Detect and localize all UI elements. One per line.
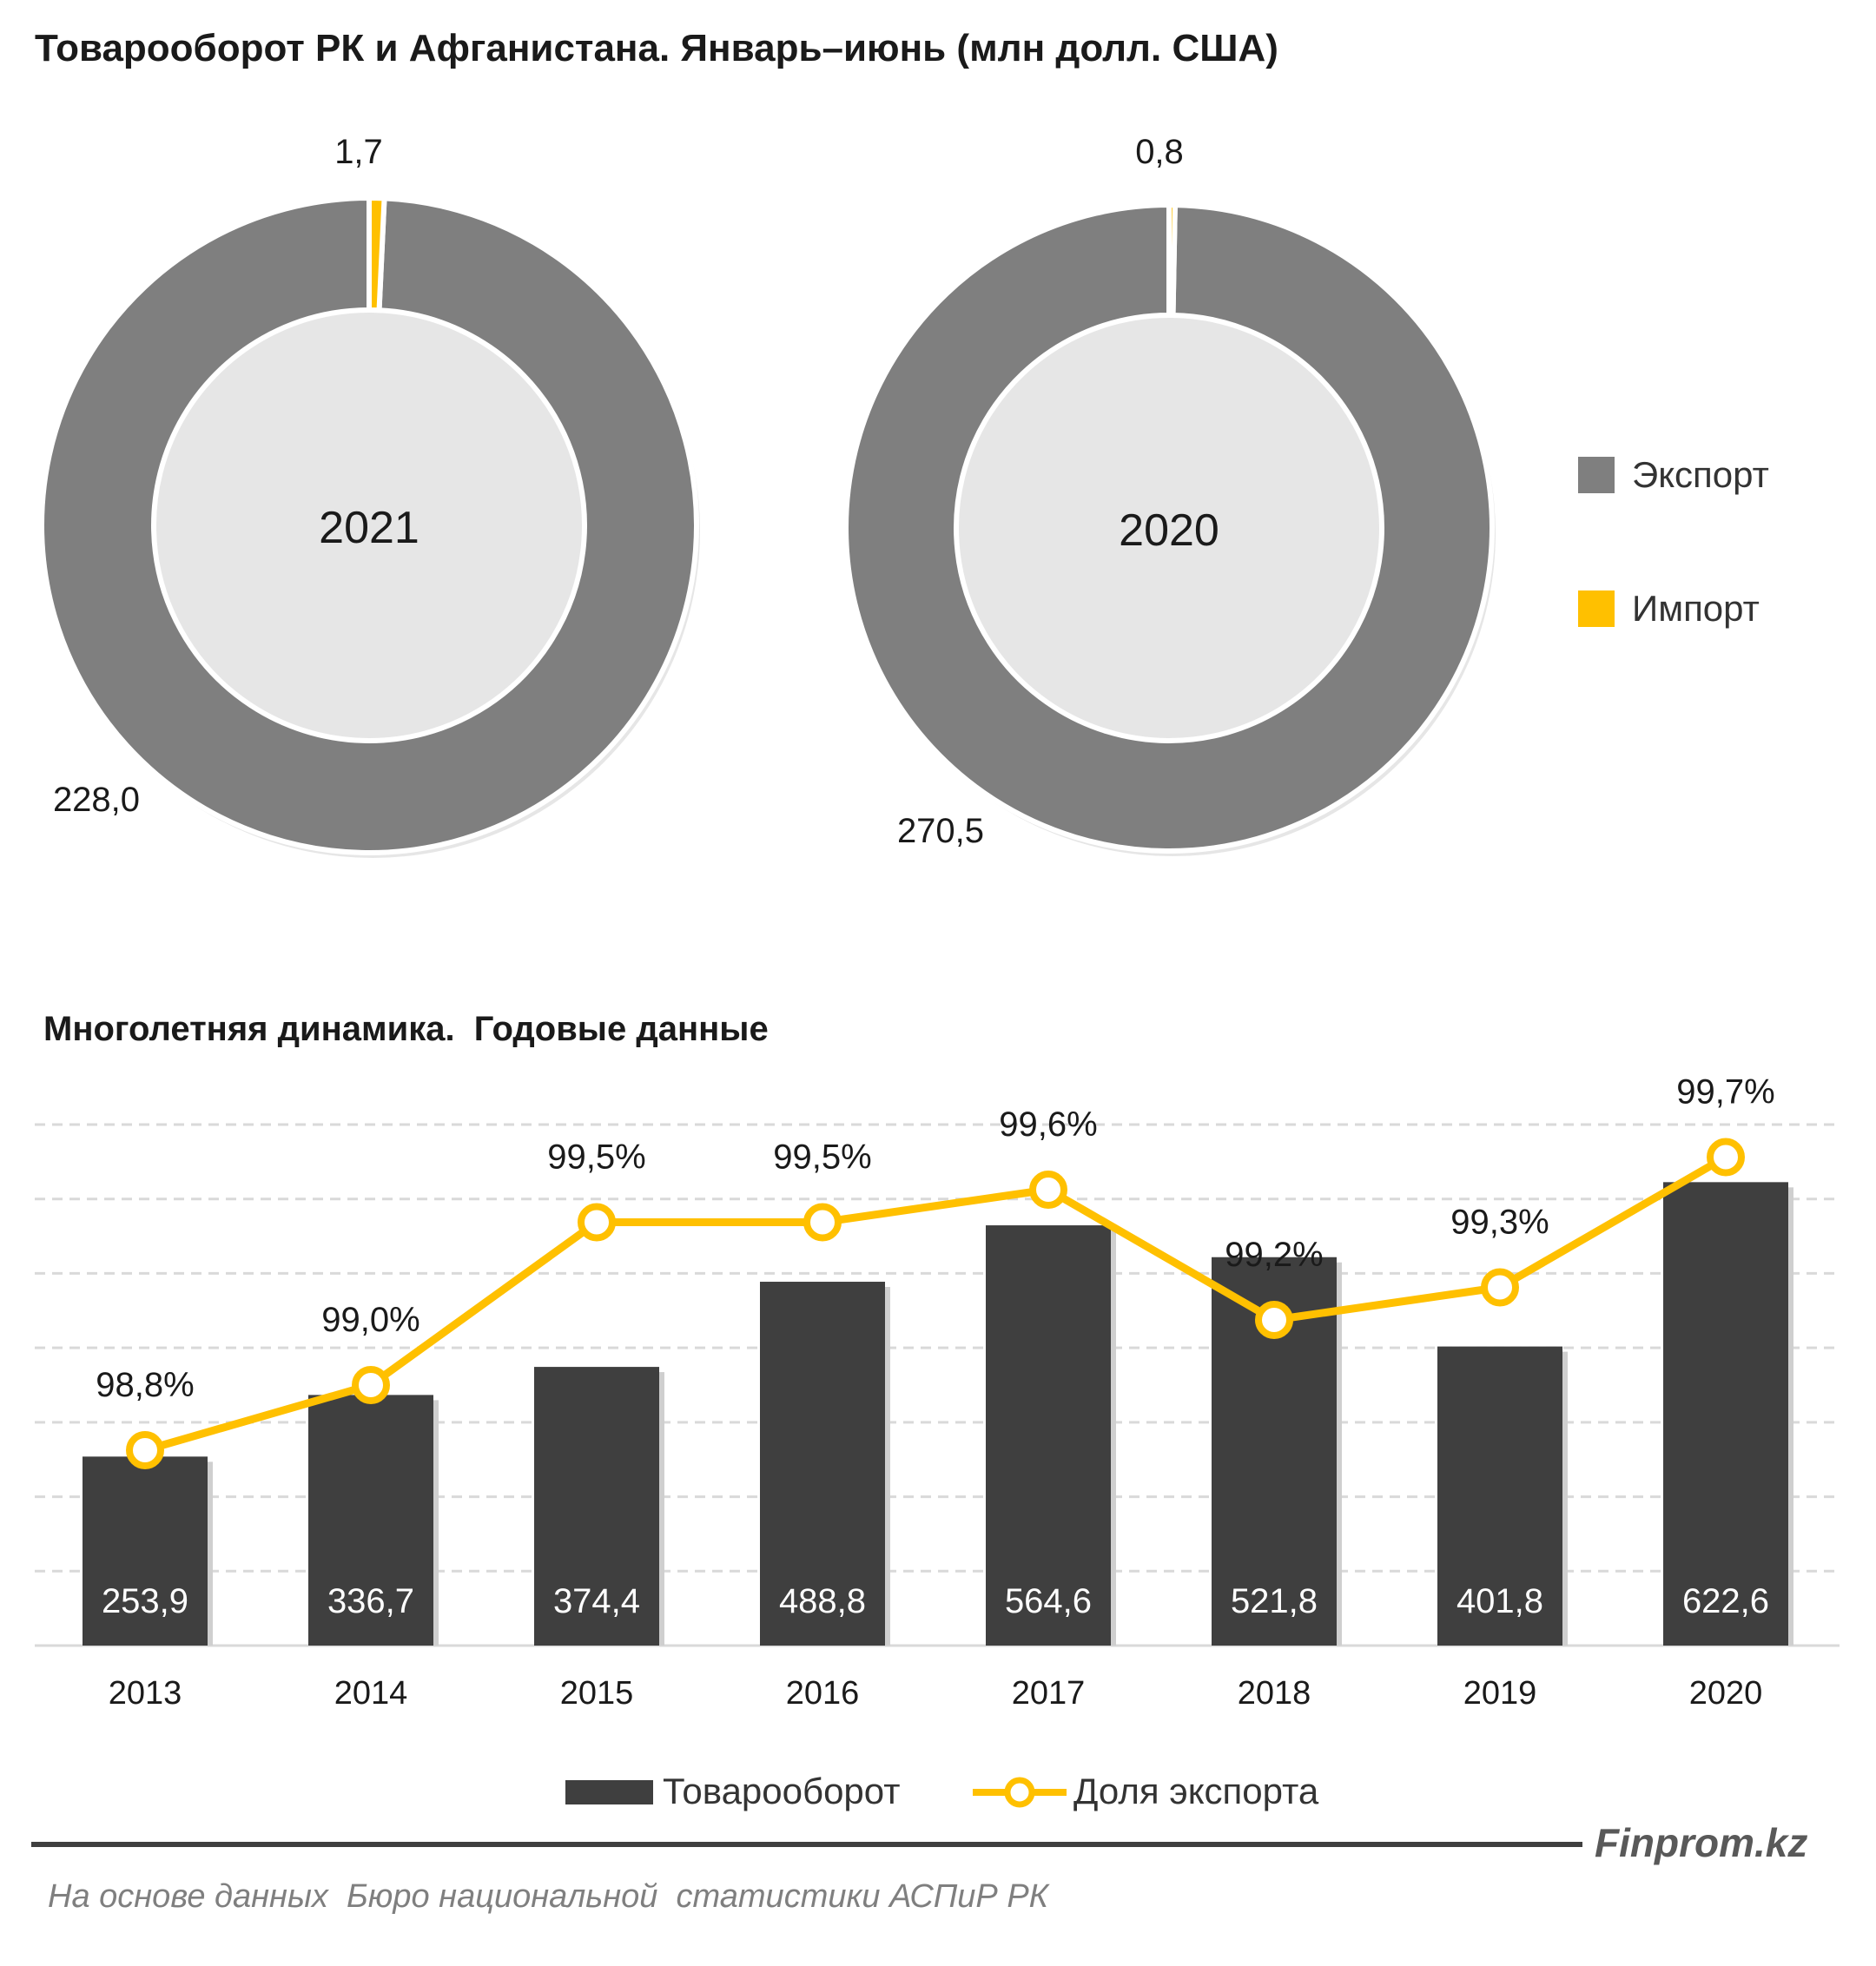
chart-title: Товарооборот РК и Афганистана. Январь–ию… [35, 27, 1278, 69]
x-tick-label: 2016 [786, 1675, 860, 1712]
legend-label: Товарооборот [663, 1771, 900, 1811]
line-marker-2015 [578, 1203, 616, 1242]
bar-2016 [760, 1282, 885, 1646]
x-tick-label: 2020 [1689, 1675, 1763, 1712]
line-marker-2019 [1481, 1268, 1519, 1307]
bar-value-label: 401,8 [1457, 1582, 1543, 1620]
slice-value-label: 1,7 [334, 133, 383, 171]
legend-item-export-share: Доля экспорта [973, 1771, 1319, 1811]
bar-value-label: 336,7 [327, 1582, 414, 1620]
donut-charts: 228,0 1,7 2021 270,5 0,8 2020 [39, 133, 1496, 858]
legend-item-export: Экспорт [1578, 454, 1769, 495]
export-share-line [143, 1153, 1728, 1455]
slice-value-label: 270,5 [897, 812, 984, 850]
bar-value-label: 374,4 [553, 1582, 640, 1620]
bar-2020 [1663, 1182, 1788, 1646]
line-marker-2017 [1029, 1171, 1067, 1209]
donut-2020: 270,5 0,8 2020 [843, 133, 1496, 856]
legend-swatch [565, 1780, 653, 1804]
x-tick-label: 2013 [109, 1675, 182, 1712]
bar-chart-title: Многолетняя динамика. Годовые данные [43, 1010, 769, 1048]
legend-marker [1004, 1777, 1035, 1808]
bar-value-label: 622,6 [1682, 1582, 1769, 1620]
legend-swatch [1578, 457, 1615, 493]
bar-chart-legend: Товарооборот Доля экспорта [565, 1771, 1319, 1811]
bar-value-label: 521,8 [1231, 1582, 1318, 1620]
x-tick-label: 2018 [1238, 1675, 1311, 1712]
bar-2013 [83, 1456, 208, 1646]
bar-value-label: 564,6 [1005, 1582, 1092, 1620]
legend-item-turnover: Товарооборот [565, 1771, 900, 1811]
brand-logo: Finprom.kz [1595, 1820, 1807, 1865]
line-value-label: 99,0% [321, 1301, 419, 1339]
line-value-label: 99,7% [1676, 1073, 1774, 1112]
slice-value-label: 0,8 [1135, 133, 1184, 171]
bar-2019 [1437, 1346, 1562, 1646]
line-value-label: 99,2% [1225, 1236, 1323, 1274]
donut-slice-export [39, 195, 699, 855]
bar-2017 [986, 1225, 1111, 1646]
line-marker-2020 [1707, 1138, 1745, 1177]
donut-2021: 228,0 1,7 2021 [39, 133, 700, 858]
line-value-label: 99,5% [773, 1138, 871, 1177]
line-marker-2018 [1255, 1301, 1293, 1339]
line-marker-2016 [803, 1203, 842, 1242]
legend-label: Импорт [1632, 588, 1760, 629]
line-marker-2013 [126, 1431, 164, 1469]
donut-slice-export [843, 201, 1495, 854]
slice-value-label: 228,0 [53, 781, 140, 819]
x-tick-label: 2014 [334, 1675, 408, 1712]
donut-slice-import [367, 195, 387, 313]
donut-slice-import [1166, 201, 1178, 319]
bar-value-label: 253,9 [102, 1582, 188, 1620]
x-tick-label: 2019 [1463, 1675, 1537, 1712]
bar-line-chart: 253,9 2013 336,7 2014 374,4 2015 488,8 2016 564,… [35, 1073, 1840, 1712]
bar-2014 [308, 1395, 433, 1646]
x-tick-label: 2015 [560, 1675, 634, 1712]
legend-swatch [1578, 590, 1615, 627]
bar-2015 [534, 1367, 659, 1646]
line-value-label: 99,5% [547, 1138, 645, 1177]
legend-label: Доля экспорта [1073, 1771, 1319, 1811]
donut-legend: Экспорт Импорт [1578, 454, 1769, 629]
line-value-label: 98,8% [96, 1366, 194, 1404]
legend-label: Экспорт [1632, 454, 1769, 495]
legend-item-import: Импорт [1578, 588, 1760, 629]
bar-value-label: 488,8 [779, 1582, 866, 1620]
line-value-label: 99,6% [999, 1105, 1097, 1144]
line-marker-2014 [352, 1366, 390, 1404]
donut-center-label: 2021 [319, 503, 419, 553]
donut-center-label: 2020 [1119, 505, 1219, 556]
line-value-label: 99,3% [1450, 1204, 1549, 1242]
source-note: На основе данных Бюро национальной стати… [48, 1878, 1051, 1915]
x-tick-label: 2017 [1012, 1675, 1086, 1712]
